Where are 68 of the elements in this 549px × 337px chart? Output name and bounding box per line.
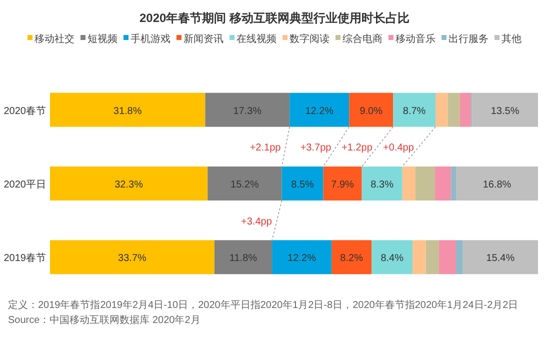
y-tick-label: 2020春节 bbox=[4, 104, 46, 117]
bar bbox=[50, 92, 206, 127]
legend-label: 手机游戏 bbox=[130, 33, 170, 45]
annotation: +1.2pp bbox=[342, 142, 373, 154]
bar bbox=[349, 92, 394, 127]
bar bbox=[50, 240, 214, 274]
y-tick-label: 2019春节 bbox=[4, 252, 46, 264]
legend-label: 短视频 bbox=[88, 33, 118, 45]
data-label: 8.3% bbox=[370, 180, 394, 190]
y-tick-label: 2020平日 bbox=[4, 180, 46, 190]
legend-label: 其他 bbox=[502, 33, 522, 45]
bar bbox=[436, 92, 448, 127]
bar bbox=[214, 240, 272, 274]
data-label: 33.7% bbox=[118, 253, 147, 264]
bar bbox=[472, 92, 538, 127]
bar bbox=[208, 166, 282, 200]
bar bbox=[205, 92, 290, 127]
annotation: +3.4pp bbox=[241, 216, 272, 228]
bar bbox=[412, 240, 426, 274]
data-label: 7.9% bbox=[331, 180, 354, 190]
bar bbox=[362, 166, 402, 200]
bar bbox=[372, 240, 413, 274]
legend-label: 新闻资讯 bbox=[184, 33, 224, 45]
legend-label: 出行服务 bbox=[448, 33, 488, 45]
source-note: Source：中国移动互联网数据库 2020年2月 bbox=[8, 314, 200, 326]
bar bbox=[462, 240, 538, 274]
legend-label: 综合电商 bbox=[342, 33, 382, 45]
data-label: 16.8% bbox=[482, 180, 512, 190]
data-label: 31.8% bbox=[113, 106, 142, 117]
data-label: 8.7% bbox=[402, 106, 426, 117]
bar bbox=[332, 240, 372, 274]
legend-label: 数字阅读 bbox=[290, 33, 330, 45]
bar bbox=[451, 166, 456, 200]
bar bbox=[272, 240, 332, 274]
legend-label: 移动音乐 bbox=[396, 33, 436, 45]
data-label: 12.2% bbox=[288, 253, 316, 264]
data-label: 8.4% bbox=[380, 253, 404, 264]
data-label: 11.8% bbox=[229, 253, 258, 264]
annotation: +2.1pp bbox=[250, 142, 282, 154]
data-label: 12.2% bbox=[305, 106, 334, 117]
text: 定义：2019年春节指2019年2月4日-10日，2020年平日指2020年1月2日-8日，2020年春节指2020年1月24日-2月2日 bbox=[8, 299, 518, 311]
annotation: +0.4pp bbox=[383, 142, 414, 154]
data-label: 8.5% bbox=[291, 180, 314, 190]
data-label: 13.5% bbox=[490, 106, 520, 117]
bar bbox=[460, 92, 472, 127]
bar bbox=[448, 92, 460, 127]
bar bbox=[323, 166, 362, 200]
bar bbox=[290, 92, 350, 127]
bar bbox=[50, 166, 208, 200]
legend-label: 移动社交 bbox=[34, 33, 74, 45]
bar bbox=[456, 166, 538, 200]
bar bbox=[456, 240, 463, 274]
bar bbox=[438, 240, 456, 274]
data-label: 9.0% bbox=[360, 106, 383, 117]
bar bbox=[282, 166, 324, 200]
bar bbox=[416, 166, 436, 200]
chart-title: 2020年春节期间 移动互联网典型行业使用时长占比 bbox=[139, 11, 410, 25]
bar bbox=[402, 166, 416, 200]
bar bbox=[426, 240, 439, 274]
data-label: 15.4% bbox=[486, 253, 515, 264]
data-label: 15.2% bbox=[230, 180, 259, 190]
data-label: 17.3% bbox=[233, 106, 262, 117]
legend-label: 在线视频 bbox=[236, 33, 276, 45]
data-label: 32.3% bbox=[114, 180, 144, 190]
bar bbox=[435, 166, 452, 200]
annotation: +3.7pp bbox=[300, 142, 332, 154]
data-label: 8.2% bbox=[340, 253, 364, 264]
bar bbox=[393, 92, 436, 127]
